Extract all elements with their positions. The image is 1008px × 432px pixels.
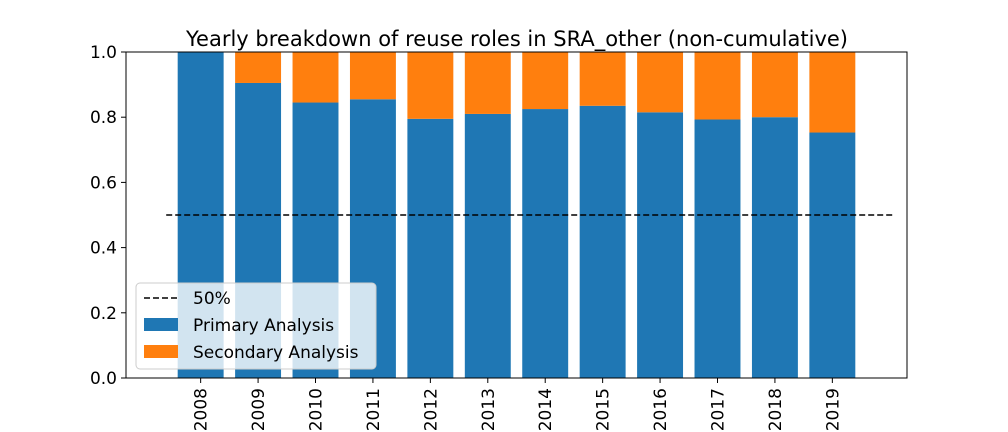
axes-frame — [125, 51, 908, 379]
x-tick-label-2009: 2009 — [249, 388, 269, 431]
bar-secondary-2019 — [809, 52, 856, 133]
bar-secondary-2016 — [637, 52, 684, 113]
legend: 50% Primary Analysis Secondary Analysis — [135, 282, 377, 370]
legend-box — [135, 282, 377, 370]
x-tick-label-2008: 2008 — [192, 388, 212, 431]
legend-item-secondary-analysis-swatch — [144, 345, 178, 358]
bar-primary-2012 — [407, 118, 454, 378]
x-tick-label-2015: 2015 — [594, 388, 614, 431]
x-tick-label-2014: 2014 — [536, 388, 556, 431]
bar-primary-2019 — [809, 132, 856, 378]
bar-primary-2014 — [522, 109, 569, 379]
bar-primary-2017 — [694, 119, 741, 379]
y-tick-label: 1.0 — [90, 43, 117, 63]
x-tick-label-2016: 2016 — [651, 388, 671, 431]
plot-area: 0.0 0.2 0.4 0.6 0.8 1.0 2008 2009 2010 2011 2012 20… — [90, 43, 908, 431]
y-tick-label: 0.8 — [90, 108, 117, 128]
y-tick-label: 0.2 — [90, 304, 117, 324]
chart-title: Yearly breakdown of reuse roles in SRA_o… — [185, 27, 848, 52]
bar-secondary-2018 — [751, 52, 798, 118]
legend-item-secondary-analysis-label: Secondary Analysis — [193, 343, 359, 363]
bar-secondary-2009 — [235, 52, 282, 83]
legend-item-50-label: 50% — [193, 289, 231, 309]
x-tick-label-2011: 2011 — [364, 388, 384, 431]
bar-primary-2018 — [751, 117, 798, 378]
legend-item-primary-analysis-swatch — [144, 318, 178, 331]
x-tick-label-2012: 2012 — [421, 388, 441, 431]
bar-secondary-2013 — [464, 52, 511, 114]
legend-item-primary-analysis-label: Primary Analysis — [193, 316, 334, 336]
y-tick-label: 0.4 — [90, 239, 117, 259]
bar-primary-2016 — [637, 112, 684, 378]
bar-secondary-2014 — [522, 52, 569, 110]
x-tick-label-2019: 2019 — [823, 388, 843, 431]
bar-secondary-2012 — [407, 52, 454, 119]
bar-primary-2015 — [579, 105, 626, 378]
x-tick-label-2010: 2010 — [307, 388, 327, 431]
bar-secondary-2010 — [292, 52, 339, 103]
y-tick-label: 0.0 — [90, 369, 117, 389]
bar-primary-2013 — [464, 113, 511, 378]
bar-secondary-2017 — [694, 52, 741, 120]
bar-secondary-2015 — [579, 52, 626, 106]
x-tick-label-2017: 2017 — [708, 388, 728, 431]
bar-secondary-2011 — [349, 52, 396, 100]
x-tick-label-2018: 2018 — [766, 388, 786, 431]
y-tick-label: 0.6 — [90, 173, 117, 193]
x-tick-label-2013: 2013 — [479, 388, 499, 431]
